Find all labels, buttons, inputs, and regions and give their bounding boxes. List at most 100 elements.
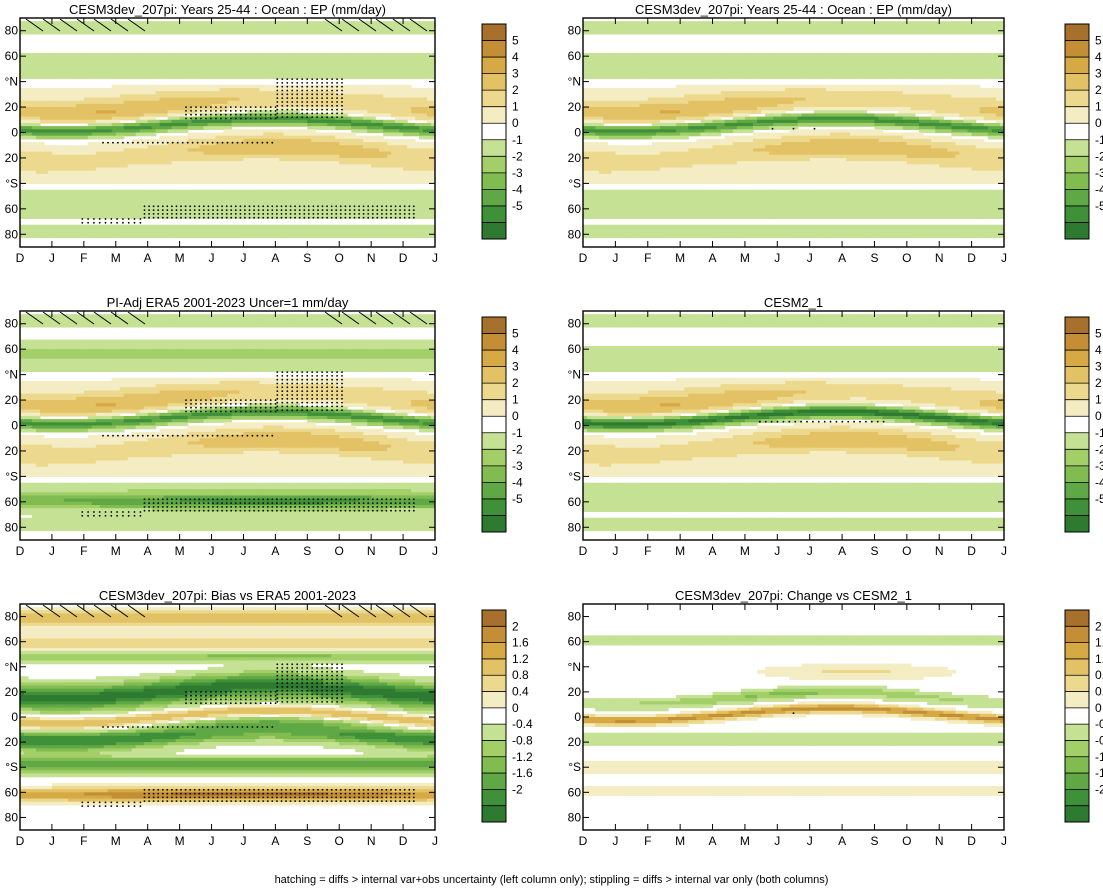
colorbar-box <box>482 123 506 141</box>
y-tick-label: 80 <box>568 610 582 624</box>
colorbar-box <box>1065 366 1089 384</box>
x-tick-label: D <box>967 251 976 265</box>
y-tick-label: 60 <box>5 202 19 216</box>
y-tick-label: °N <box>568 368 581 382</box>
y-tick-label: °N <box>5 75 18 89</box>
x-tick-label: N <box>935 544 944 558</box>
colorbar-box <box>482 482 506 500</box>
y-tick-label: 20 <box>568 735 582 749</box>
colorbar-label: 5 <box>1095 327 1102 341</box>
y-tick-label: 80 <box>568 520 582 534</box>
x-tick-label: A <box>709 251 717 265</box>
y-tick-label: 60 <box>568 785 582 799</box>
colorbar-box <box>482 724 506 741</box>
x-tick-label: A <box>271 251 279 265</box>
x-tick-label: J <box>807 834 813 848</box>
colorbar-box <box>1065 57 1089 74</box>
colorbar-label: -1.6 <box>512 766 533 780</box>
y-tick-label: 60 <box>5 49 19 63</box>
colorbar-label: 2 <box>1095 619 1102 633</box>
colorbar-label: 1.2 <box>1095 652 1103 666</box>
colorbar-box <box>1065 691 1089 709</box>
panel-3: PI-Adj ERA5 2001-2023 Uncer=1 mm/day D J F M… <box>5 295 523 558</box>
x-tick-label: M <box>111 251 121 265</box>
x-tick-label: O <box>902 834 911 848</box>
colorbar-label: 0.4 <box>512 685 529 699</box>
colorbar-box <box>482 40 506 58</box>
colorbar-box <box>482 658 506 676</box>
x-tick-label: S <box>870 834 878 848</box>
colorbar-frame <box>481 609 507 823</box>
y-tick-label: 60 <box>5 495 19 509</box>
stippling <box>758 420 885 423</box>
colorbar: -2 -1.6 -1.2 -0.8 -0.4 0 0.4 0.8 1.2 1.6 2 <box>1064 609 1103 823</box>
colorbar-box <box>482 222 506 240</box>
x-tick-label: D <box>16 544 25 558</box>
colorbar-box <box>482 189 506 207</box>
y-tick-label: °S <box>5 760 18 774</box>
y-tick-label: 60 <box>568 342 582 356</box>
colorbar-box <box>482 205 506 223</box>
x-tick-label: M <box>175 251 185 265</box>
x-tick-label: F <box>80 544 87 558</box>
x-tick-label: M <box>175 544 185 558</box>
heatmap-field <box>583 18 1004 247</box>
colorbar-box <box>1065 432 1089 450</box>
colorbar-label: -3 <box>512 459 523 473</box>
stippling <box>81 663 415 807</box>
y-tick-label: 60 <box>5 785 19 799</box>
y-tick-label: °N <box>568 75 581 89</box>
colorbar-box <box>1065 707 1089 725</box>
colorbar-label: -4 <box>512 475 523 489</box>
panel-5: CESM3dev_207pi: Bias vs ERA5 2001-2023 D J… <box>5 588 533 848</box>
x-tick-label: N <box>367 251 376 265</box>
y-tick-label: 20 <box>568 100 582 114</box>
x-tick-label: J <box>209 544 215 558</box>
y-tick-label: °S <box>568 760 581 774</box>
colorbar-box <box>482 416 506 434</box>
colorbar-box <box>1065 498 1089 516</box>
x-tick-label: O <box>335 544 344 558</box>
x-tick-label: A <box>838 544 846 558</box>
colorbar-box <box>1065 773 1089 790</box>
colorbar-label: -2 <box>512 782 523 796</box>
x-tick-label: D <box>967 544 976 558</box>
colorbar-box <box>1065 172 1089 190</box>
colorbar-box <box>482 805 506 823</box>
x-tick-label: J <box>432 251 438 265</box>
colorbar-box <box>482 333 506 351</box>
colorbar-label: -2 <box>1095 782 1103 796</box>
colorbar-label: 4 <box>1095 343 1102 357</box>
colorbar-label: -2 <box>1095 149 1103 163</box>
colorbar-label: 0 <box>512 116 519 130</box>
y-tick-label: 80 <box>5 810 19 824</box>
colorbar-box <box>482 515 506 533</box>
x-tick-label: S <box>303 251 311 265</box>
x-tick-label: A <box>271 544 279 558</box>
panel-title: CESM3dev_207pi: Bias vs ERA5 2001-2023 <box>99 588 356 603</box>
x-tick-label: J <box>49 544 55 558</box>
colorbar-box <box>1065 789 1089 806</box>
y-tick-label: °S <box>568 469 581 483</box>
y-tick-label: 60 <box>568 635 582 649</box>
colorbar-label: -5 <box>1095 492 1103 506</box>
x-tick-label: A <box>144 834 152 848</box>
colorbar-box <box>482 498 506 516</box>
colorbar-box <box>482 626 506 643</box>
x-tick-label: M <box>675 251 685 265</box>
colorbar-label: 1 <box>512 393 519 407</box>
x-tick-label: D <box>579 251 588 265</box>
colorbar-box <box>1065 24 1089 41</box>
colorbar-label: 1 <box>1095 100 1102 114</box>
y-tick-label: °S <box>5 469 18 483</box>
colorbar-box <box>482 773 506 790</box>
colorbar-frame <box>481 316 507 533</box>
x-tick-label: N <box>935 251 944 265</box>
colorbar-label: 0 <box>512 409 519 423</box>
colorbar-box <box>482 691 506 709</box>
x-tick-label: J <box>774 544 780 558</box>
colorbar-box <box>482 789 506 806</box>
colorbar-box <box>482 366 506 384</box>
y-tick-label: 20 <box>5 151 19 165</box>
panel-title: CESM3dev_207pi: Years 25-44 : Ocean : EP… <box>635 2 952 17</box>
